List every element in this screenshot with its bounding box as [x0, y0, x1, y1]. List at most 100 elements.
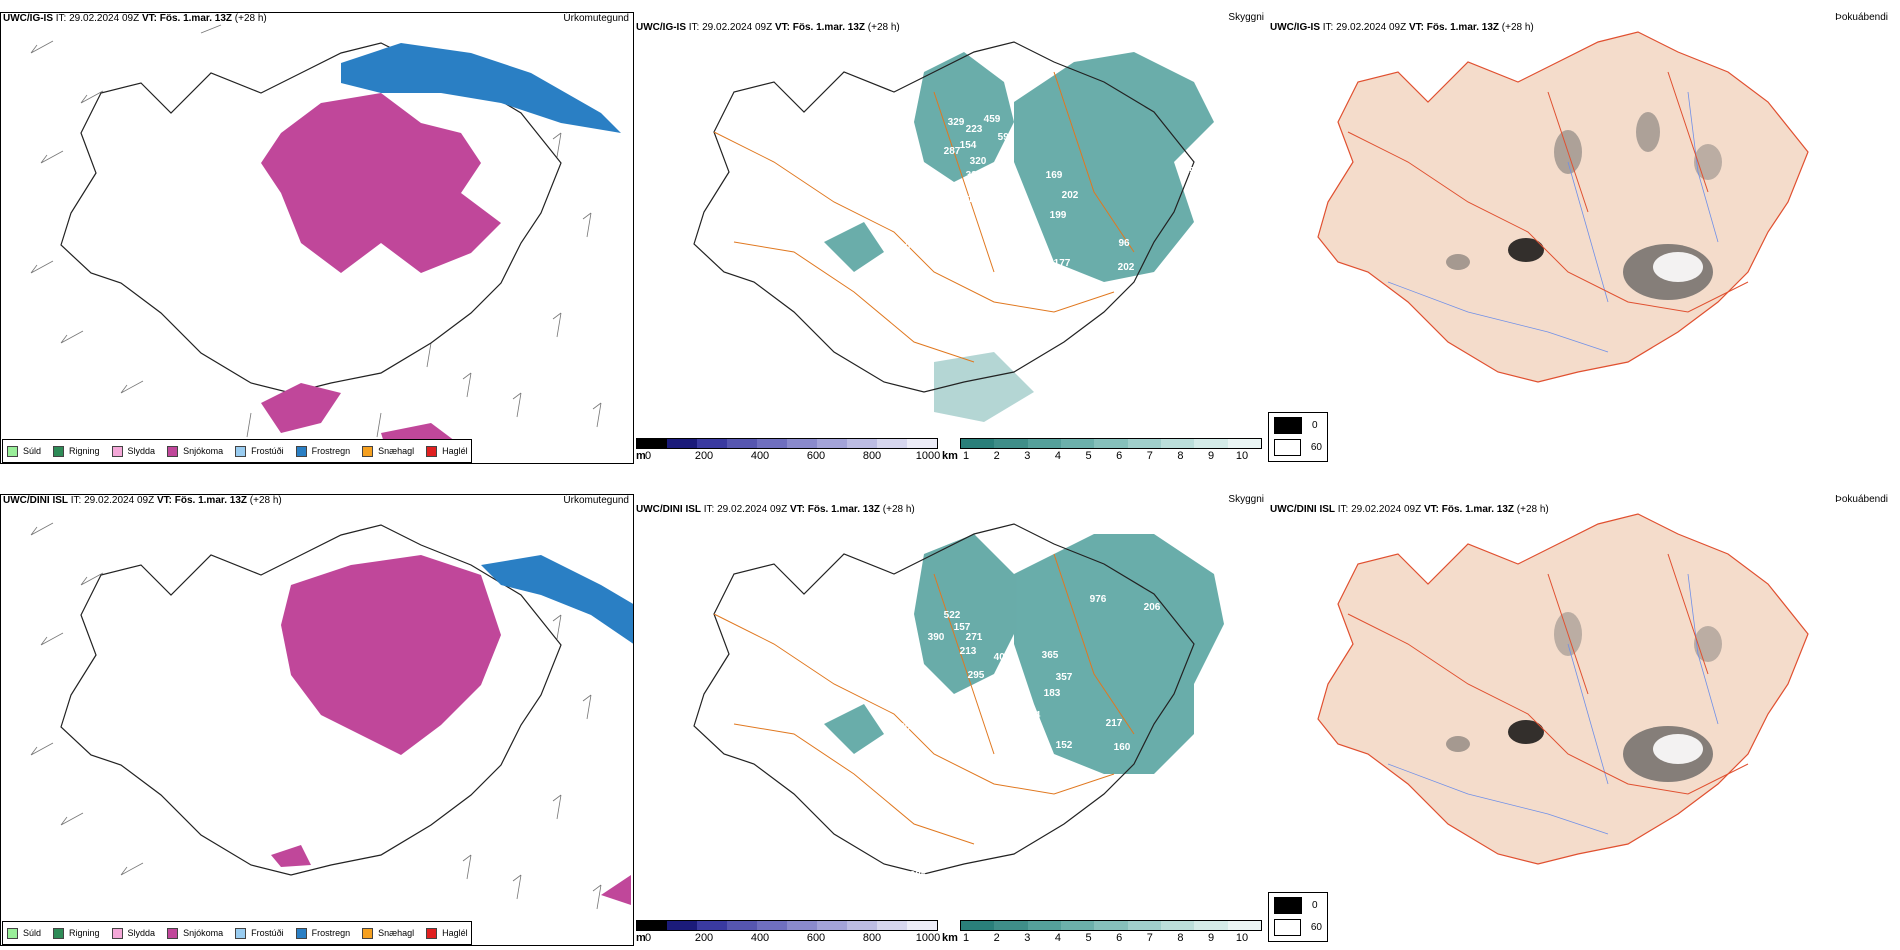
fog-legend-item: 60 — [1274, 437, 1322, 457]
panel-title: Skyggni — [1228, 494, 1264, 505]
iceland-outline — [60, 42, 562, 394]
peak-labels: 976 522 157 390 271 213 405 365 295 357 … — [894, 594, 1161, 885]
legend-item-sald: Súld — [7, 927, 41, 939]
peak-label: 164 — [944, 726, 961, 737]
peak-label: 169 — [1046, 170, 1063, 181]
peak-label: 213 — [960, 646, 977, 657]
legend-item-snjokoma: Snjókoma — [167, 445, 223, 457]
roads — [1347, 553, 1749, 795]
panel-header: UWC/DINI ISL IT: 29.02.2024 09Z VT: Fös.… — [1270, 504, 1549, 515]
peak-label: 522 — [944, 610, 961, 621]
height-unit: m — [636, 932, 646, 944]
panel-title: Þokuábendi — [1835, 494, 1888, 505]
peak-label: 976 — [1090, 594, 1107, 605]
legend-item-snjokoma: Snjókoma — [167, 927, 223, 939]
iceland-land — [1317, 513, 1809, 865]
iceland-outline — [693, 523, 1195, 875]
peak-label: 223 — [966, 124, 983, 135]
iceland-outline — [693, 41, 1195, 393]
panel-header: UWC/IG-IS IT: 29.02.2024 09Z VT: Fös. 1.… — [3, 13, 267, 24]
panel-header: UWC/IG-IS IT: 29.02.2024 09Z VT: Fös. 1.… — [636, 22, 900, 33]
peak-label: 206 — [1144, 602, 1161, 613]
legend-item-snaehagl: Snæhagl — [362, 445, 414, 457]
cloud-visibility-panel-row1: 459 329 223 592 287 154 320 333 307 138 … — [634, 12, 1268, 464]
cloud-visibility-panel-row2: 976 522 157 390 271 213 405 365 295 357 … — [634, 494, 1268, 946]
freezing-rain-area — [341, 43, 621, 133]
fog-panel-row2: Þokuábendi — [1268, 494, 1900, 894]
peak-label: 287 — [944, 146, 961, 157]
precip-type-panel-row2: UWC/DINI ISL IT: 29.02.2024 09Z VT: Fös.… — [0, 494, 634, 946]
peak-label: 286 — [996, 252, 1013, 263]
precip-legend: Súld Rigning Slydda Snjókoma Frostúði Fr… — [2, 921, 472, 945]
fog-legend-item: 60 — [1274, 917, 1322, 937]
legend-item-frostregn: Frostregn — [295, 445, 350, 457]
peak-labels: 459 329 223 592 287 154 320 333 307 138 … — [894, 114, 1201, 273]
height-unit: m — [636, 450, 646, 462]
cloud-colorbar — [960, 920, 1262, 931]
cloud-colorbar — [960, 438, 1262, 449]
legend-item-frostudi: Frostúði — [235, 927, 284, 939]
cloud-unit: km — [942, 932, 958, 944]
legend-item-haglel: Haglél — [426, 927, 468, 939]
wind-barbs — [30, 522, 602, 910]
cloud-map-row2: 976 522 157 390 271 213 405 365 295 357 … — [693, 523, 1224, 885]
peak-label: 152 — [1056, 740, 1073, 751]
panel-title: Skyggni — [1228, 12, 1264, 23]
fog-legend-row2: 0 60 — [1268, 892, 1328, 942]
freezing-rain-area — [481, 555, 633, 644]
precip-map-row1 — [30, 24, 621, 463]
peak-label: 200 — [894, 242, 911, 253]
peak-label: 177 — [1054, 258, 1071, 269]
fog-legend-item: 0 — [1274, 895, 1322, 915]
cloud-fields — [824, 52, 1214, 422]
legend-item-slydda: Slydda — [111, 445, 155, 457]
peak-label: 202 — [1118, 262, 1135, 273]
peak-label: 568 — [1016, 742, 1033, 753]
road-network — [713, 71, 1135, 363]
panel-title: Úrkomutegund — [563, 495, 629, 506]
snowfall-areas — [271, 555, 631, 905]
precip-type-panel-row1: UWC/IG-IS IT: 29.02.2024 09Z VT: Fös. 1.… — [0, 12, 634, 464]
peak-label: 330 — [894, 722, 911, 733]
peak-label: 385 — [910, 870, 927, 881]
peak-label: 307 — [990, 168, 1007, 179]
fog-map-row2 — [1317, 513, 1809, 865]
height-colorbar — [636, 920, 938, 931]
peak-label: 231 — [1018, 260, 1035, 271]
road-network — [713, 553, 1135, 845]
legend-item-sald: Súld — [7, 445, 41, 457]
peak-label: 271 — [966, 632, 983, 643]
legend-item-frostudi: Frostúði — [235, 445, 284, 457]
peak-label: 459 — [984, 114, 1001, 125]
legend-item-slydda: Slydda — [111, 927, 155, 939]
wind-barbs — [30, 24, 602, 438]
peak-label: 138 — [968, 194, 985, 205]
legend-item-snaehagl: Snæhagl — [362, 927, 414, 939]
peak-label: 592 — [998, 132, 1015, 143]
peak-label: 405 — [994, 652, 1011, 663]
fog-legend-item: 0 — [1274, 415, 1322, 435]
cloud-fields — [824, 534, 1224, 774]
precip-legend: Súld Rigning Slydda Snjókoma Frostúði Fr… — [2, 439, 472, 463]
peak-label: 160 — [1114, 742, 1131, 753]
rivers — [1387, 91, 1719, 353]
panel-header: UWC/DINI ISL IT: 29.02.2024 09Z VT: Fös.… — [636, 504, 915, 515]
peak-label: 199 — [1050, 210, 1067, 221]
iceland-land — [1317, 31, 1809, 383]
fog-map-row1 — [1317, 31, 1809, 383]
legend-item-rigning: Rigning — [53, 445, 100, 457]
peak-label: 390 — [928, 632, 945, 643]
snowfall-areas — [261, 93, 501, 463]
peak-label: 357 — [1056, 672, 1073, 683]
legend-item-haglel: Haglél — [426, 445, 468, 457]
peak-label: 295 — [968, 670, 985, 681]
cloud-unit: km — [942, 450, 958, 462]
peak-label: 333 — [966, 170, 983, 181]
fog-indicator — [1446, 112, 1722, 300]
cloud-map-row1: 459 329 223 592 287 154 320 333 307 138 … — [693, 41, 1214, 422]
peak-label: 154 — [960, 140, 977, 151]
peak-label: 202 — [1062, 190, 1079, 201]
iceland-outline — [60, 524, 562, 876]
peak-label: 391 — [1184, 166, 1201, 177]
peak-label: 329 — [948, 117, 965, 128]
